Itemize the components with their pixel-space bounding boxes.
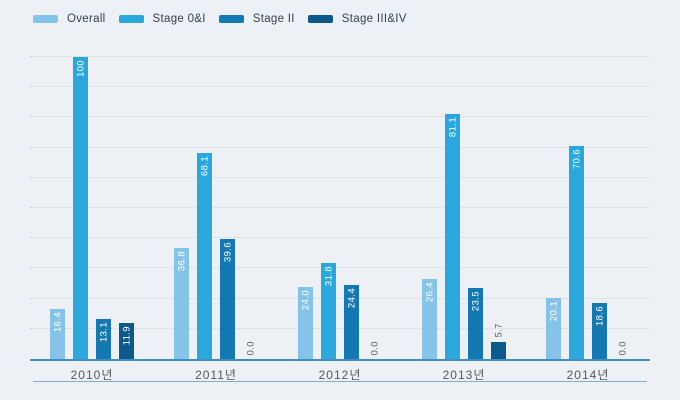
legend-label: Stage II [252, 13, 295, 25]
x-axis-label-2011: 2011년 [195, 368, 237, 382]
legend-item-stage-ii: Stage II [218, 13, 295, 25]
bar-value-label: 0.0 [616, 340, 628, 355]
bar-group-2010: 16.4 100 13.1 11.9 [50, 57, 134, 359]
bar-group-2012: 24.0 31.8 24.4 0.0 [298, 57, 382, 359]
bar-value-label: 70.6 [570, 148, 582, 169]
bar-value-label: 100 [74, 60, 86, 78]
bar-overall-2012: 24.0 [298, 286, 313, 359]
legend-swatch-stage-iii-iv [307, 15, 333, 23]
bar-value-label: 68.1 [198, 156, 210, 177]
bar-value-label: 0.0 [244, 340, 256, 355]
bar-stage-ii-2011: 39.6 [220, 239, 235, 359]
legend-item-overall: Overall [33, 13, 106, 25]
x-axis-label-2014: 2014년 [566, 368, 610, 382]
bar-value-label: 39.6 [221, 242, 233, 263]
bar-value-label: 5.7 [492, 323, 504, 338]
legend-item-stage-iii-iv: Stage III&IV [307, 13, 407, 25]
x-axis-line [30, 359, 650, 361]
bar-stage-ii-2014: 18.6 [592, 302, 607, 359]
plot-area: 16.4 100 13.1 11.9 36.8 68.1 39.6 0.0 24.0 31.8 24… [30, 56, 650, 361]
gridline [30, 207, 650, 208]
legend-swatch-stage-0-i [118, 15, 144, 23]
gridline [30, 176, 650, 178]
bottom-divider [33, 381, 647, 382]
legend-item-stage-0-i: Stage 0&I [118, 13, 206, 25]
gridline [30, 297, 650, 299]
x-axis-label-2012: 2012년 [318, 368, 362, 382]
bar-stage-0-i-2014: 70.6 [569, 145, 584, 359]
chart-legend: Overall Stage 0&I Stage II Stage III&IV [33, 13, 420, 25]
bar-stage-ii-2010: 13.1 [96, 319, 111, 359]
bar-stage-0-i-2010: 100 [73, 57, 88, 359]
bar-stage-ii-2012: 24.4 [344, 285, 359, 359]
bar-value-label: 20.1 [547, 301, 559, 322]
x-axis-label-2013: 2013년 [442, 368, 486, 382]
legend-swatch-stage-ii [218, 15, 244, 23]
gridline [30, 116, 650, 118]
bar-group-2014: 20.1 70.6 18.6 0.0 [546, 57, 630, 359]
bar-value-label: 16.4 [51, 312, 63, 333]
bar-value-label: 23.5 [469, 291, 481, 312]
gridline [30, 86, 650, 88]
bar-stage-0-i-2012: 31.8 [321, 262, 336, 359]
bar-overall-2010: 16.4 [50, 309, 65, 359]
bar-overall-2014: 20.1 [546, 298, 561, 359]
bar-group-2011: 36.8 68.1 39.6 0.0 [174, 57, 258, 359]
bar-overall-2013: 26.4 [422, 279, 437, 359]
bar-stage-0-i-2011: 68.1 [197, 153, 212, 359]
bar-stage-iii-iv-2010: 11.9 [119, 323, 134, 359]
bar-overall-2011: 36.8 [174, 247, 189, 359]
bar-value-label: 18.6 [593, 305, 605, 326]
gridline [30, 327, 650, 329]
legend-swatch-overall [33, 15, 58, 23]
bar-value-label: 11.9 [120, 326, 132, 346]
bar-stage-iii-iv-2013: 5.7 [491, 323, 506, 359]
bar-value-label: 26.4 [423, 282, 435, 303]
bar-stage-0-i-2013: 81.1 [445, 114, 460, 359]
gridline [30, 56, 650, 57]
bar-stage-ii-2013: 23.5 [468, 288, 483, 359]
gridline [30, 237, 650, 239]
bar-value-label: 31.8 [322, 265, 334, 287]
x-axis-label-2010: 2010년 [70, 368, 114, 382]
bar-group-2013: 26.4 81.1 23.5 5.7 [422, 57, 506, 359]
x-axis-labels: 2010년 2011년 2012년 2013년 2014년 [30, 366, 650, 382]
bar-value-label: 13.1 [97, 322, 109, 343]
bar-value-label: 24.0 [299, 289, 311, 310]
legend-label: Stage III&IV [341, 13, 407, 25]
gridline [30, 267, 650, 269]
bar-value-label: 81.1 [446, 117, 458, 138]
bar-value-label: 24.4 [345, 288, 357, 309]
bar-value-label: 36.8 [175, 250, 187, 271]
legend-label: Overall [67, 13, 106, 25]
legend-label: Stage 0&I [152, 13, 206, 25]
bar-value-label: 0.0 [368, 340, 380, 355]
gridline [30, 146, 650, 148]
